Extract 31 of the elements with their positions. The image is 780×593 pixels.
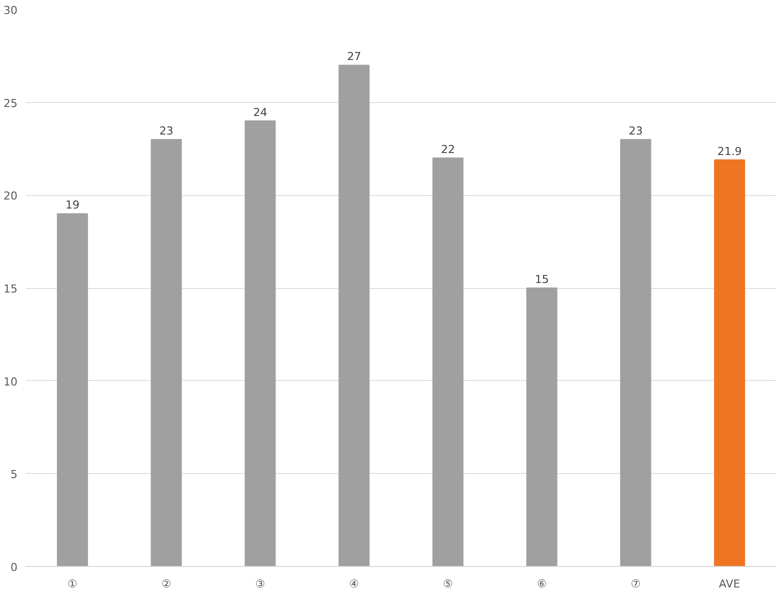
bar: [244, 120, 276, 566]
y-tick-label: 5: [10, 468, 18, 482]
x-tick-label: ⑥: [536, 578, 547, 590]
y-tick-label: 0: [10, 561, 18, 574]
data-label: 22: [440, 143, 455, 156]
bar: [432, 158, 464, 566]
x-tick-label: ①: [68, 578, 78, 590]
bar: [620, 138, 652, 566]
bar: [56, 213, 88, 566]
data-label: 24: [253, 106, 268, 119]
data-label: 19: [65, 198, 80, 212]
x-tick-label: ②: [161, 578, 172, 590]
y-tick-label: 30: [4, 4, 18, 17]
y-tick-label: 20: [4, 190, 18, 203]
data-label: 23: [628, 124, 643, 138]
y-tick-label: 25: [4, 96, 18, 110]
bar: [526, 288, 558, 566]
bar: [338, 64, 370, 566]
x-tick-label: AVE: [718, 578, 740, 590]
data-label: 23: [159, 124, 174, 138]
y-tick-label: 10: [4, 375, 18, 388]
y-tick-label: 15: [4, 282, 18, 296]
x-tick-label: ③: [255, 578, 266, 590]
data-label: 27: [347, 50, 362, 64]
data-label: 21.9: [717, 144, 742, 158]
x-tick-label: ④: [349, 578, 360, 590]
bar: [150, 138, 182, 566]
data-label: 15: [534, 273, 549, 286]
x-tick-label: ⑦: [630, 578, 641, 590]
x-tick-label: ⑤: [443, 578, 454, 590]
bar: [714, 159, 746, 566]
